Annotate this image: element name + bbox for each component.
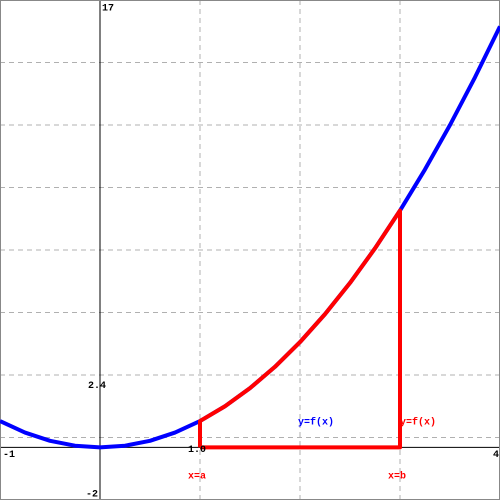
curve xyxy=(198,208,402,450)
y-max-label: 17 xyxy=(102,4,114,15)
x-step-label: 1.0 xyxy=(188,445,206,456)
x-max-label: 4 xyxy=(493,450,499,461)
x-min-label: -1 xyxy=(3,450,15,461)
annotation: y=f(x) xyxy=(298,417,334,429)
y-min-label: -2 xyxy=(86,490,98,500)
annotation: y=f(x) xyxy=(400,417,436,429)
y-step-label: 2.4 xyxy=(88,381,106,392)
annotation: x=b xyxy=(388,471,406,483)
curve xyxy=(0,25,500,450)
annotation: x=a xyxy=(188,472,206,483)
